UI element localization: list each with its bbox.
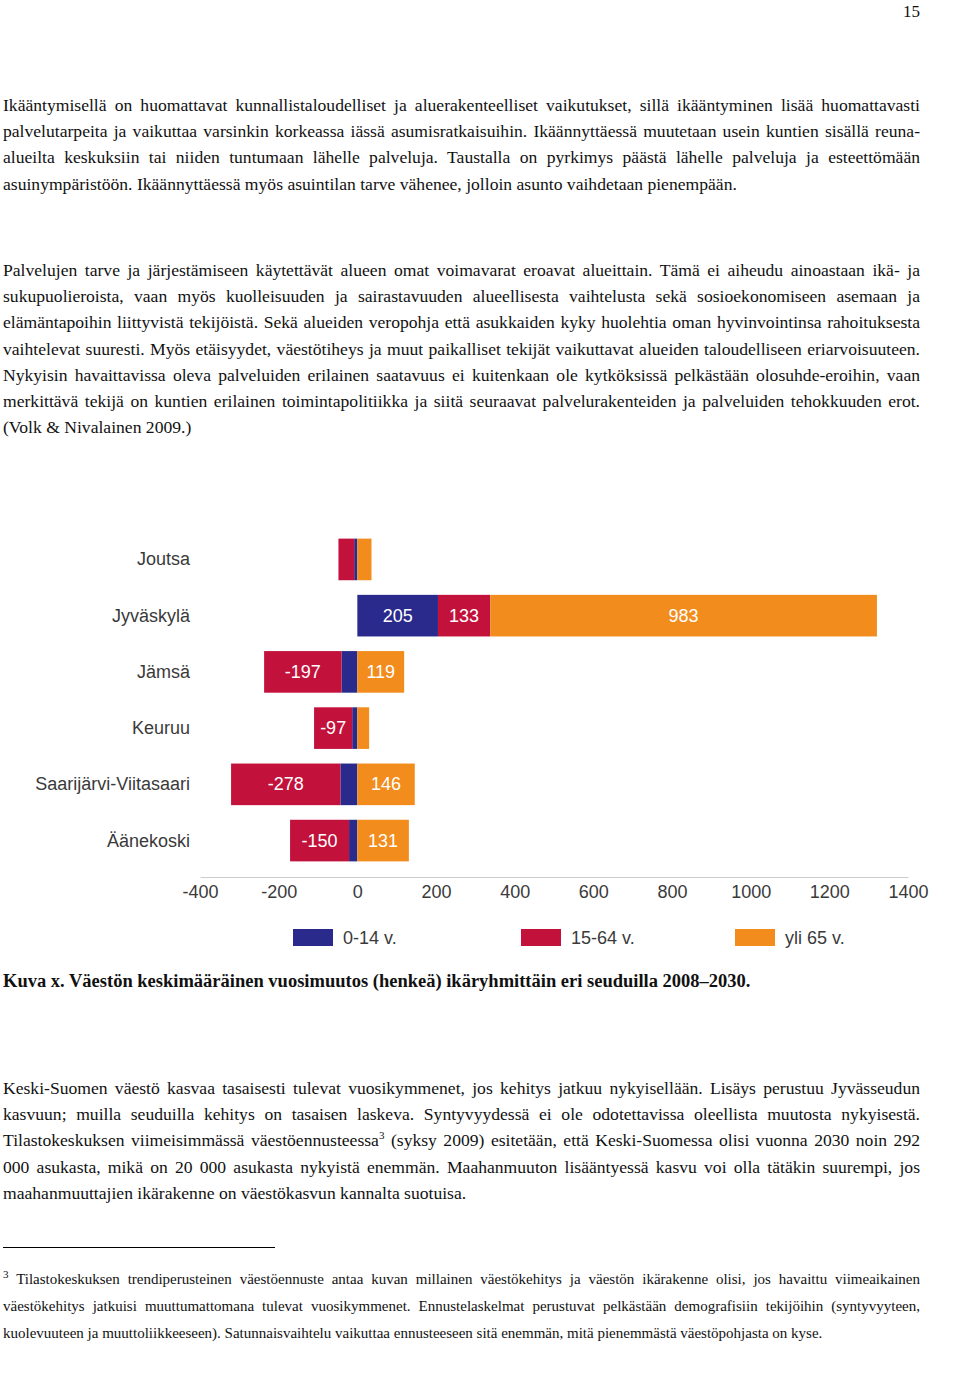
tick-label: 800 [657,882,687,902]
legend-label: 15-64 v. [571,928,635,948]
tick-label: 1200 [810,882,850,902]
data-label: 983 [669,606,699,626]
footnote-mark: 3 [3,1268,9,1280]
tick-label: 200 [421,882,451,902]
bar [349,820,357,862]
bars [231,539,877,862]
data-label: -197 [285,662,321,682]
data-label: -97 [320,718,346,738]
tick: 1200 [810,877,850,902]
data-label: 146 [371,774,401,794]
page-number: 15 [880,2,920,22]
tick-label: 1400 [888,882,928,902]
data-label: 205 [383,606,413,626]
bar [338,539,354,581]
category-label: Äänekoski [107,831,190,851]
paragraph: Keski-Suomen väestö kasvaa tasaisesti tu… [3,1075,920,1206]
tick: 600 [579,877,609,902]
tick: -200 [261,877,297,902]
footnote: 3 Tilastokeskuksen trendiperusteinen väe… [3,1266,920,1347]
legend-swatch [293,929,333,946]
bar [357,820,409,862]
data-label: -278 [268,774,304,794]
tick: 400 [500,877,530,902]
legend-swatch [735,929,775,946]
category-label: Jyväskylä [112,606,191,626]
footnote-text: Tilastokeskuksen trendiperusteinen väest… [3,1271,920,1341]
bar [357,595,438,637]
bar [352,707,357,749]
tick-label: -200 [261,882,297,902]
footnote-rule [3,1247,275,1248]
footnote-ref: 3 [379,1130,385,1142]
bar [438,595,490,637]
tick: 800 [657,877,687,902]
legend-label: 0-14 v. [343,928,397,948]
data-label: 133 [449,606,479,626]
tick-label: 1000 [731,882,771,902]
data-labels: 205 133 -197 -97 -278 -150 983 119 146 131 [268,606,699,851]
bar [314,707,352,749]
bar [490,595,877,637]
data-label: 119 [366,662,395,682]
legend-swatch [521,929,561,946]
category-labels: Joutsa Jyväskylä Jämsä Keuruu Saarijärvi-Vii… [35,549,191,850]
bar [357,707,369,749]
bar [357,651,404,693]
chart: 205133-197-97-278-150983119146131JoutsaJ… [0,515,960,965]
tick: 1400 [888,877,928,902]
bar [354,539,357,581]
category-label: Keuruu [132,718,190,738]
category-label: Jämsä [137,662,191,682]
axis-line [201,877,909,878]
bar [357,764,414,806]
tick: 200 [421,877,451,902]
caption: Kuva x. Väestön keskimääräinen vuosimuut… [3,968,920,994]
bar [357,539,371,581]
bar [231,764,340,806]
paragraph: Ikääntymisellä on huomattavat kunnallist… [3,92,920,197]
tick: -400 [182,877,218,902]
bar [342,651,358,693]
data-label: 131 [368,831,398,851]
category-label: Joutsa [137,549,191,569]
data-label: -150 [302,831,338,851]
x-axis: -400 -200 0 200 400 600 800 1000 1200 1400 [182,877,928,902]
bar [290,820,349,862]
tick: 0 [353,877,363,902]
category-label: Saarijärvi-Viitasaari [35,774,190,794]
tick-label: 0 [353,882,363,902]
bar [340,764,357,806]
tick-label: -400 [182,882,218,902]
paragraph: Palvelujen tarve ja järjestämiseen käyte… [3,257,920,440]
bar [264,651,341,693]
tick: 1000 [731,877,771,902]
legend: 0-14 v. 15-64 v. yli 65 v. [293,928,845,948]
tick-label: 600 [579,882,609,902]
tick-label: 400 [500,882,530,902]
legend-label: yli 65 v. [785,928,845,948]
